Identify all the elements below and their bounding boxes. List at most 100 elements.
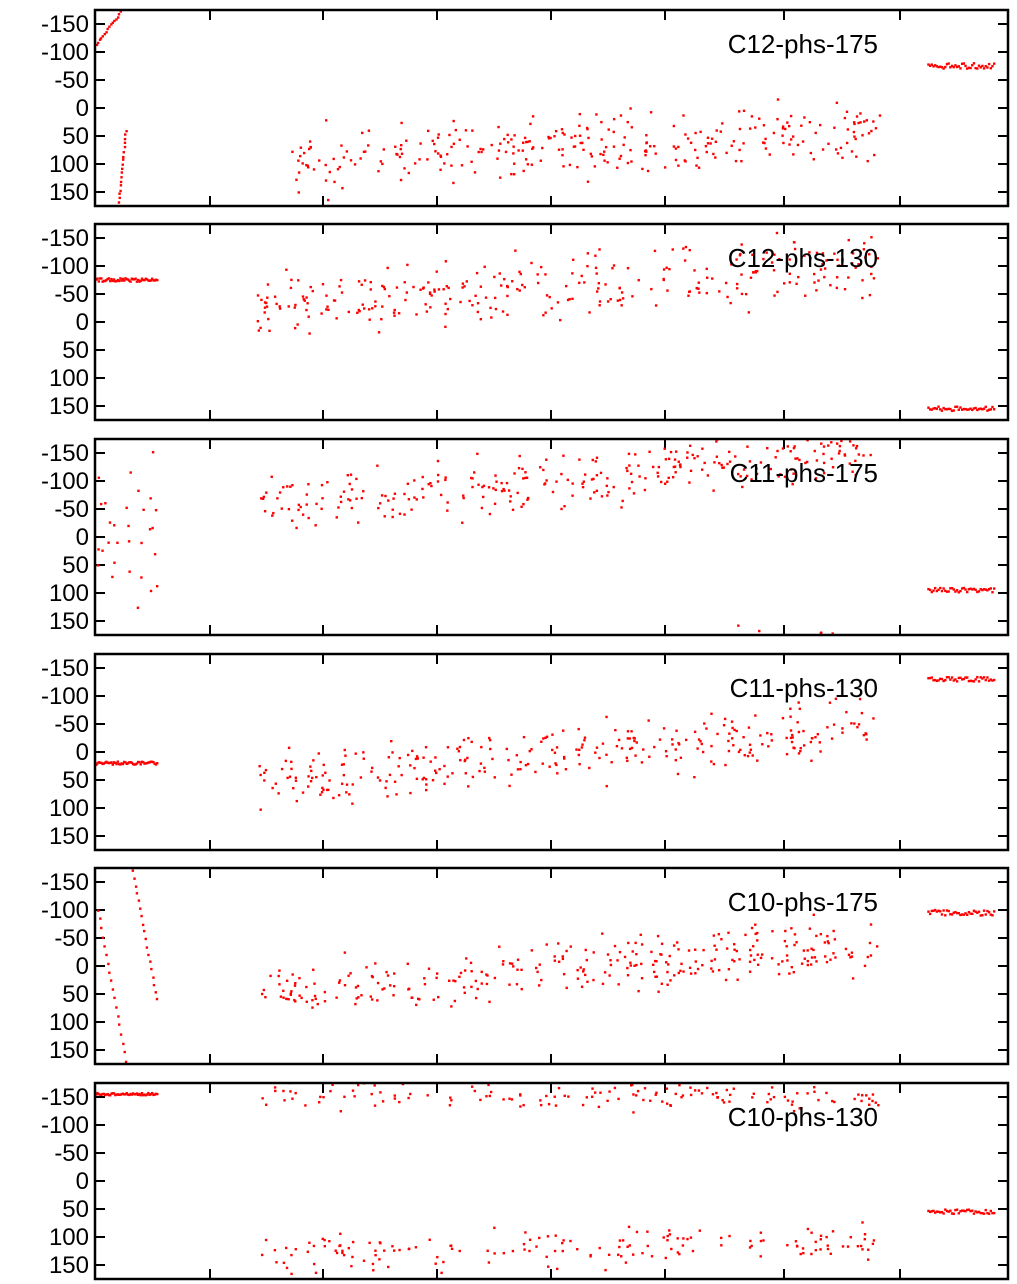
- data-point: [451, 772, 454, 775]
- data-point: [648, 450, 651, 454]
- data-point: [509, 495, 512, 498]
- data-point: [590, 478, 594, 481]
- data-point: [361, 303, 364, 306]
- data-point: [955, 589, 959, 592]
- data-point: [653, 745, 656, 749]
- data-point: [635, 741, 638, 744]
- data-point: [309, 285, 312, 289]
- data-point: [140, 541, 143, 545]
- y-tick-label: 150: [49, 179, 89, 206]
- data-point: [854, 266, 857, 269]
- data-point: [930, 1210, 934, 1213]
- data-point: [594, 751, 597, 754]
- data-point: [626, 469, 629, 473]
- data-point: [154, 991, 157, 994]
- data-point: [341, 1249, 344, 1253]
- data-point: [808, 120, 812, 124]
- data-point: [296, 323, 299, 326]
- data-point: [528, 749, 531, 753]
- data-point: [480, 150, 483, 154]
- data-point: [570, 136, 573, 139]
- data-point: [942, 909, 945, 912]
- data-point: [761, 141, 765, 144]
- data-point: [744, 933, 747, 937]
- data-point: [525, 140, 528, 144]
- data-point: [116, 16, 120, 19]
- data-point: [586, 264, 589, 268]
- data-point: [971, 679, 974, 683]
- data-point: [561, 131, 564, 135]
- data-point: [120, 762, 123, 765]
- data-point: [672, 145, 676, 148]
- data-point: [297, 191, 300, 194]
- data-point: [155, 585, 159, 588]
- data-point: [737, 110, 741, 113]
- data-point: [942, 406, 945, 410]
- data-point: [944, 678, 947, 682]
- data-point: [362, 751, 365, 754]
- data-point: [117, 1093, 121, 1096]
- data-point: [334, 1249, 337, 1252]
- data-point: [689, 469, 693, 473]
- data-point: [849, 1236, 852, 1239]
- data-point: [388, 773, 392, 777]
- data-point: [717, 968, 721, 972]
- data-point: [860, 711, 864, 715]
- data-point: [940, 66, 944, 69]
- data-point: [788, 143, 791, 146]
- data-point: [563, 133, 566, 136]
- data-point: [749, 1239, 752, 1243]
- data-point: [284, 1246, 288, 1250]
- data-point: [399, 178, 403, 182]
- data-point: [986, 1211, 989, 1215]
- data-point: [393, 780, 397, 783]
- data-point: [712, 934, 716, 937]
- data-point: [598, 756, 601, 760]
- data-point: [128, 761, 131, 764]
- data-point: [103, 32, 107, 36]
- data-point: [589, 1253, 592, 1257]
- data-point: [288, 775, 292, 778]
- data-point: [666, 1102, 669, 1105]
- data-point: [148, 279, 151, 283]
- data-point: [837, 264, 841, 267]
- data-point: [586, 980, 589, 984]
- y-tick-label: -100: [41, 1112, 89, 1139]
- data-point: [962, 407, 966, 411]
- data-point: [425, 310, 429, 313]
- data-point: [830, 737, 834, 740]
- data-point: [380, 494, 384, 497]
- data-point: [343, 984, 347, 987]
- data-point: [102, 762, 106, 765]
- data-point: [318, 159, 321, 162]
- data-point: [578, 281, 581, 285]
- data-point: [578, 748, 581, 752]
- data-point: [411, 996, 414, 999]
- data-point: [535, 1245, 538, 1248]
- data-point: [726, 462, 729, 466]
- data-point: [791, 135, 795, 138]
- data-point: [374, 962, 377, 965]
- data-point: [364, 150, 367, 153]
- data-point: [737, 624, 740, 627]
- data-point: [777, 963, 780, 966]
- data-point: [590, 1095, 594, 1098]
- data-point: [486, 974, 489, 977]
- data-point: [660, 982, 664, 985]
- panel-label: C11-phs-175: [730, 458, 878, 488]
- data-point: [550, 307, 553, 310]
- data-point: [446, 509, 449, 512]
- data-point: [353, 1095, 356, 1098]
- data-point: [265, 305, 269, 308]
- data-point: [826, 726, 829, 729]
- data-point: [445, 285, 448, 288]
- data-point: [519, 1093, 522, 1096]
- data-point: [673, 458, 677, 461]
- data-point: [351, 783, 354, 786]
- data-point: [740, 243, 743, 246]
- data-point: [571, 297, 574, 301]
- data-point: [655, 1091, 658, 1094]
- data-point: [383, 515, 386, 518]
- data-point: [935, 910, 939, 913]
- data-point: [743, 753, 746, 757]
